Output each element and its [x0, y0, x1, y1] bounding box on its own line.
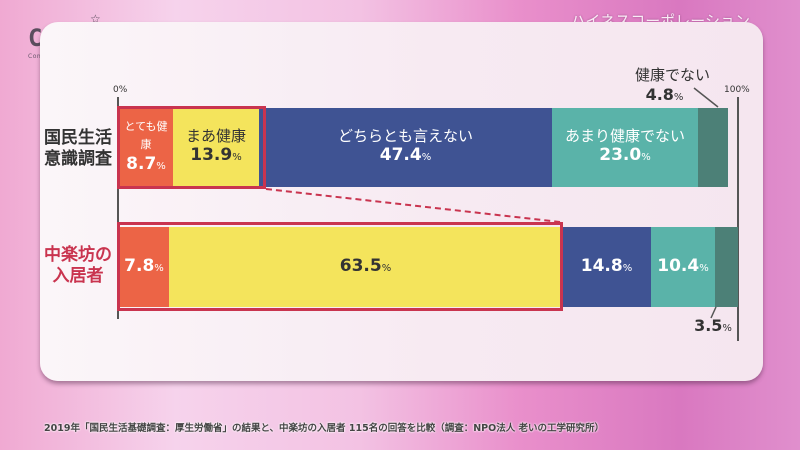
- callout-value: 4.8: [645, 85, 674, 104]
- segment-neutral: 14.8%: [562, 227, 651, 307]
- bar-residents: 7.8% 63.5% 14.8% 10.4%: [119, 227, 738, 307]
- callout-unhealthy-national: 健康でない 4.8%: [625, 64, 720, 104]
- callout-unit: %: [722, 323, 732, 334]
- row-label-line2: 入居者: [52, 266, 104, 286]
- segment-category: まあ健康: [185, 127, 246, 145]
- row-label-line1: 中楽坊の: [44, 245, 112, 265]
- segment-value: 14.8: [580, 255, 623, 276]
- row-label-residents: 中楽坊の 入居者: [44, 245, 112, 287]
- segment-value: 13.9: [190, 145, 233, 165]
- segment-unit: %: [154, 262, 164, 274]
- segment-fairly-healthy: 63.5%: [169, 227, 562, 307]
- segment-unit: %: [622, 262, 633, 274]
- segment-category: どちらとも言えない: [337, 127, 473, 145]
- segment-unit: %: [641, 152, 651, 163]
- chart-card: [40, 22, 763, 381]
- row-label-national: 国民生活 意識調査: [44, 128, 112, 170]
- dashed-connector: [265, 188, 561, 223]
- segment-value: 7.8: [124, 255, 155, 276]
- segment-neutral: どちらとも言えない 47.4%: [259, 108, 552, 187]
- callout-unit: %: [673, 92, 684, 103]
- segment-unit: %: [156, 161, 166, 172]
- segment-fairly-healthy: まあ健康 13.9%: [173, 108, 259, 187]
- segment-value: 10.4: [657, 255, 700, 276]
- segment-not-very-healthy: あまり健康でない 23.0%: [552, 108, 698, 187]
- segment-unhealthy: [715, 227, 738, 307]
- segment-value: 47.4: [379, 145, 422, 165]
- callout-category: 健康でない: [634, 66, 710, 84]
- axis-max-label: 100%: [724, 85, 750, 95]
- leader-line-48: [693, 87, 719, 108]
- segment-category: とても健康: [124, 120, 168, 151]
- segment-unit: %: [421, 152, 432, 163]
- segment-very-healthy: 7.8%: [119, 227, 169, 307]
- segment-unhealthy: [698, 108, 728, 187]
- segment-value: 63.5: [339, 255, 382, 276]
- highlight-box-residents: [117, 222, 563, 311]
- segment-very-healthy: とても健康 8.7%: [119, 108, 173, 187]
- segment-unit: %: [232, 152, 242, 163]
- axis-min-label: 0%: [113, 85, 128, 95]
- highlight-box-national: [117, 106, 266, 189]
- bar-national: とても健康 8.7% まあ健康 13.9% どちらとも言えない 47.4% あま…: [119, 108, 738, 187]
- star-icon: ☆: [90, 12, 101, 26]
- callout-value: 3.5: [694, 316, 723, 335]
- segment-value: 8.7: [126, 154, 157, 174]
- callout-unhealthy-residents: 3.5%: [688, 316, 738, 335]
- leader-line-35: [710, 306, 717, 319]
- segment-not-very-healthy: 10.4%: [651, 227, 715, 307]
- axis-zero-line: [117, 97, 119, 319]
- row-label-line2: 意識調査: [44, 149, 112, 169]
- row-label-line1: 国民生活: [44, 128, 112, 148]
- segment-category: あまり健康でない: [564, 127, 685, 145]
- axis-hundred-line: [737, 97, 739, 341]
- source-footnote: 2019年「国民生活基礎調査：厚生労働省」の結果と、中楽坊の入居者 115名の回…: [44, 423, 604, 434]
- segment-value: 23.0: [599, 145, 642, 165]
- segment-unit: %: [381, 262, 392, 274]
- segment-unit: %: [699, 262, 709, 274]
